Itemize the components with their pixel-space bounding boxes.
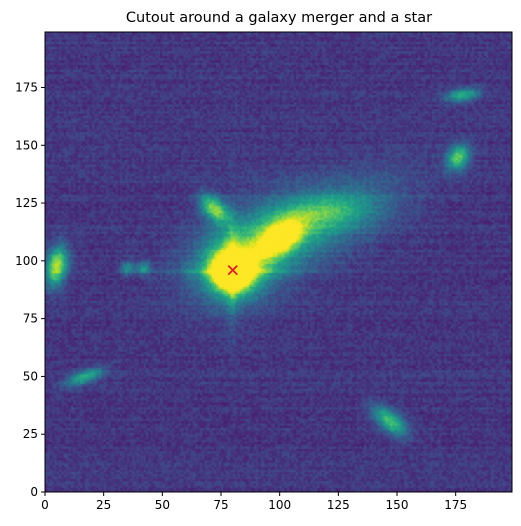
y-tick-label: 100 — [15, 254, 38, 268]
y-tick-label: 125 — [15, 196, 38, 210]
y-tick-label: 150 — [15, 138, 38, 152]
y-tick-label: 0 — [30, 485, 38, 499]
plot-area — [44, 31, 513, 493]
heatmap-image — [45, 32, 512, 492]
x-tick-label: 50 — [155, 498, 170, 512]
heatmap-image-frame — [45, 32, 512, 492]
y-axis: 0 25 50 75 100 125 150 175 — [15, 80, 45, 499]
x-tick-label: 125 — [327, 498, 350, 512]
x-tick-label: 75 — [213, 498, 228, 512]
marker-layer — [227, 264, 238, 276]
chart-title: Cutout around a galaxy merger and a star — [126, 10, 432, 26]
y-tick-label: 175 — [15, 80, 38, 94]
x-axis: 0 25 50 75 100 125 150 175 — [41, 492, 467, 512]
x-tick-label: 175 — [444, 498, 467, 512]
y-tick-label: 75 — [23, 312, 38, 326]
target-marker — [227, 264, 238, 276]
y-tick-label: 25 — [23, 427, 38, 441]
x-tick-label: 0 — [41, 498, 49, 512]
x-tick-label: 100 — [268, 498, 291, 512]
y-tick-label: 50 — [23, 369, 38, 383]
x-tick-label: 150 — [386, 498, 409, 512]
x-tick-label: 25 — [96, 498, 111, 512]
plot-frame — [44, 31, 513, 493]
